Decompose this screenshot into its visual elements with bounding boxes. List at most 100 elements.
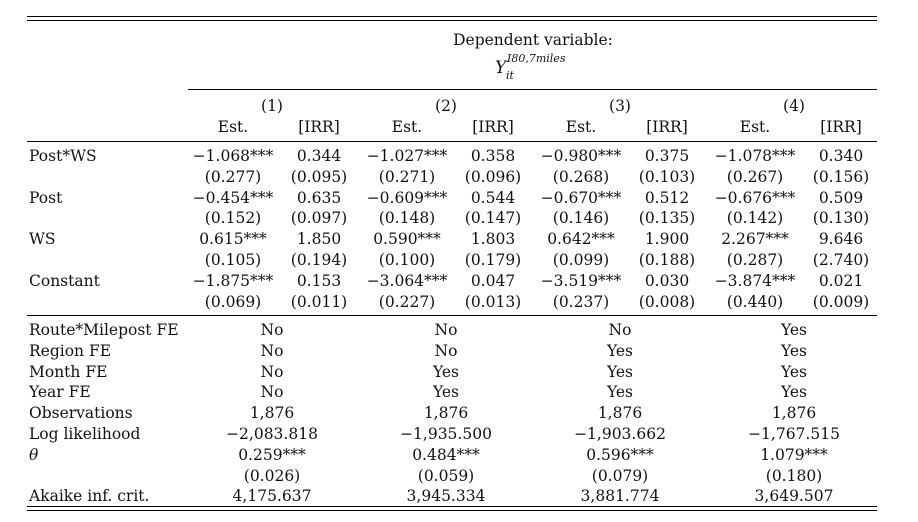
estimate-se-cell: (0.105) (204, 251, 262, 269)
irr-cell: 0.021 (818, 271, 864, 290)
irr-se-cell: (0.194) (290, 251, 348, 269)
subheader-irr-1: [IRR] (298, 118, 340, 136)
estimate-cell: −0.670*** (540, 188, 622, 207)
stat-cell: No (260, 321, 284, 339)
estimate-se-cell: (0.277) (204, 167, 262, 186)
irr-cell: 1.900 (644, 230, 690, 249)
irr-cell: 0.340 (818, 147, 864, 165)
irr-cell: 1.803 (470, 230, 516, 249)
estimate-cell: −1.068*** (192, 147, 274, 165)
irr-se-cell: (0.147) (464, 209, 522, 228)
estimate-se-cell: (0.237) (552, 292, 610, 311)
stat-cell: 3,945.334 (406, 487, 486, 506)
stat-cell: 3,881.774 (580, 487, 660, 506)
row-label: Post (29, 188, 63, 207)
irr-cell: 0.030 (644, 271, 690, 290)
subheader-irr-2: [IRR] (472, 118, 514, 136)
estimate-cell: −3.519*** (540, 271, 622, 290)
stat-cell: Yes (606, 362, 634, 381)
subheader-irr-3: [IRR] (646, 118, 688, 136)
stat-cell: Yes (432, 362, 460, 381)
stat-cell: Yes (432, 383, 460, 402)
row-label: WS (29, 230, 56, 249)
stat-cell: Yes (606, 341, 634, 360)
bottom-rule-inner (27, 506, 877, 507)
stat-cell: 1.079*** (760, 445, 828, 464)
estimate-cell: −0.609*** (366, 188, 448, 207)
stat-cell: (0.180) (765, 466, 823, 485)
model-number-2: (2) (435, 97, 457, 115)
stat-cell: No (608, 321, 632, 339)
model-number-4: (4) (783, 97, 805, 115)
stat-cell: 1,876 (249, 404, 295, 423)
irr-cell: 0.344 (296, 147, 342, 165)
stat-cell: (0.079) (591, 466, 649, 485)
stat-cell: 1,876 (423, 404, 469, 423)
header-rule (27, 141, 877, 142)
stat-label: Region FE (29, 341, 112, 360)
stat-cell: Yes (606, 383, 634, 402)
stat-cell: Yes (780, 362, 808, 381)
estimate-se-cell: (0.287) (726, 251, 784, 269)
subheader-est-4: Est. (739, 118, 771, 136)
stat-cell: −2,083.818 (226, 425, 318, 443)
subheader-irr-4: [IRR] (820, 118, 862, 136)
irr-se-cell: (0.011) (290, 292, 348, 311)
irr-cell: 1.850 (296, 230, 342, 249)
estimate-cell: −3.874*** (714, 271, 796, 290)
subheader-est-1: Est. (217, 118, 249, 136)
estimate-cell: 0.615*** (199, 230, 267, 249)
irr-se-cell: (0.135) (638, 209, 696, 228)
irr-cell: 0.358 (470, 147, 516, 165)
irr-cell: 0.512 (644, 188, 690, 207)
irr-se-cell: (0.188) (638, 251, 696, 269)
estimate-se-cell: (0.271) (378, 167, 436, 186)
subheader-est-3: Est. (565, 118, 597, 136)
row-label: Constant (29, 271, 100, 290)
irr-cell: 0.544 (470, 188, 516, 207)
irr-se-cell: (0.103) (638, 167, 696, 186)
estimate-cell: −1.078*** (714, 147, 796, 165)
stat-label: θ (29, 445, 39, 464)
top-rule-outer (27, 16, 877, 17)
stat-cell: 3,649.507 (754, 487, 834, 506)
estimate-se-cell: (0.440) (726, 292, 784, 311)
stat-cell: 4,175.637 (232, 487, 312, 506)
stat-cell: 1,876 (597, 404, 643, 423)
subheader-est-2: Est. (391, 118, 423, 136)
model-number-1: (1) (261, 97, 283, 115)
stat-label: Log likelihood (29, 425, 141, 443)
stat-cell: No (260, 362, 284, 381)
irr-cell: 0.047 (470, 271, 516, 290)
irr-se-cell: (0.130) (812, 209, 870, 228)
estimate-cell: 0.590*** (373, 230, 441, 249)
stat-cell: Yes (780, 383, 808, 402)
estimate-cell: −1.875*** (192, 271, 274, 290)
row-label: Post*WS (29, 147, 97, 165)
stat-cell: 0.259*** (238, 445, 306, 464)
irr-se-cell: (0.097) (290, 209, 348, 228)
estimate-cell: −1.027*** (366, 147, 448, 165)
yvar-base: Y (495, 58, 507, 78)
irr-se-cell: (0.156) (812, 167, 870, 186)
stat-label: Month FE (29, 362, 108, 381)
stat-label: Route*Milepost FE (29, 321, 179, 339)
irr-se-cell: (0.096) (464, 167, 522, 186)
stat-cell: 0.596*** (586, 445, 654, 464)
model-number-3: (3) (609, 97, 631, 115)
irr-cell: 0.375 (644, 147, 690, 165)
estimate-se-cell: (0.099) (552, 251, 610, 269)
stat-cell: −1,935.500 (400, 425, 492, 443)
stat-cell: 1,876 (771, 404, 817, 423)
irr-cell: 0.153 (296, 271, 342, 290)
stat-label: Year FE (29, 383, 91, 402)
stat-cell: (0.026) (243, 466, 301, 485)
estimate-se-cell: (0.268) (552, 167, 610, 186)
estimate-se-cell: (0.146) (552, 209, 610, 228)
stat-label: Akaike inf. crit. (29, 487, 150, 506)
estimate-cell: 0.642*** (547, 230, 615, 249)
stat-cell: −1,903.662 (574, 425, 666, 443)
stat-cell: No (260, 383, 284, 402)
stat-cell: No (260, 341, 284, 360)
